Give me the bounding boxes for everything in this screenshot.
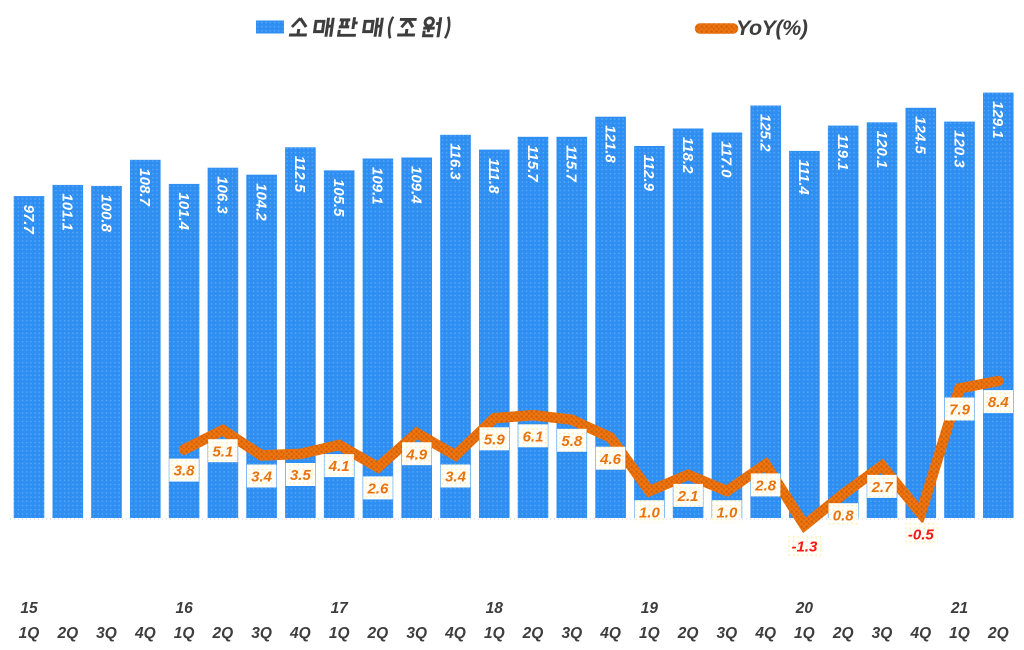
svg-text:3Q: 3Q — [872, 625, 893, 642]
svg-text:5.8: 5.8 — [561, 433, 583, 450]
svg-text:18: 18 — [486, 600, 504, 617]
svg-text:1Q: 1Q — [484, 625, 505, 642]
svg-text:120.1: 120.1 — [873, 131, 890, 169]
svg-text:100.8: 100.8 — [97, 194, 114, 232]
svg-text:2Q: 2Q — [56, 625, 78, 642]
svg-text:3Q: 3Q — [96, 625, 117, 642]
svg-text:115.7: 115.7 — [563, 145, 580, 182]
svg-text:2Q: 2Q — [987, 625, 1009, 642]
svg-text:3Q: 3Q — [717, 625, 738, 642]
svg-text:112.5: 112.5 — [291, 156, 308, 193]
svg-text:115.7: 115.7 — [524, 145, 541, 182]
svg-text:6.1: 6.1 — [523, 428, 544, 445]
svg-text:3Q: 3Q — [251, 625, 272, 642]
svg-text:3Q: 3Q — [406, 625, 427, 642]
svg-text:4Q: 4Q — [134, 625, 156, 642]
svg-text:1Q: 1Q — [174, 625, 195, 642]
svg-text:2.8: 2.8 — [754, 478, 777, 495]
svg-text:-0.5: -0.5 — [908, 527, 935, 544]
svg-text:2Q: 2Q — [832, 625, 854, 642]
svg-text:120.3: 120.3 — [950, 130, 967, 168]
svg-text:3.4: 3.4 — [251, 469, 273, 486]
svg-text:5.9: 5.9 — [484, 431, 506, 448]
svg-text:118.2: 118.2 — [679, 137, 696, 174]
svg-text:15: 15 — [20, 600, 38, 617]
svg-text:106.3: 106.3 — [214, 176, 231, 214]
svg-text:20: 20 — [795, 600, 814, 617]
svg-text:1.0: 1.0 — [639, 504, 661, 521]
svg-text:3.8: 3.8 — [174, 463, 196, 480]
svg-text:5.1: 5.1 — [212, 443, 233, 460]
svg-text:112.9: 112.9 — [640, 155, 657, 192]
svg-text:116.3: 116.3 — [446, 143, 463, 180]
svg-text:3Q: 3Q — [561, 625, 582, 642]
svg-text:109.1: 109.1 — [369, 167, 386, 205]
svg-text:1Q: 1Q — [949, 625, 970, 642]
svg-text:8.4: 8.4 — [988, 394, 1010, 411]
svg-text:4Q: 4Q — [599, 625, 621, 642]
svg-text:124.5: 124.5 — [912, 116, 929, 154]
svg-text:119.1: 119.1 — [834, 134, 851, 170]
svg-text:3.5: 3.5 — [290, 467, 312, 484]
svg-text:2Q: 2Q — [677, 625, 699, 642]
svg-text:YoY(%): YoY(%) — [736, 16, 808, 40]
svg-text:109.4: 109.4 — [408, 166, 425, 204]
svg-text:4Q: 4Q — [289, 625, 311, 642]
svg-text:3.4: 3.4 — [445, 469, 467, 486]
svg-text:2Q: 2Q — [367, 625, 389, 642]
svg-text:2Q: 2Q — [522, 625, 544, 642]
svg-text:2Q: 2Q — [212, 625, 234, 642]
svg-text:2.6: 2.6 — [366, 481, 389, 498]
svg-text:16: 16 — [175, 600, 193, 617]
svg-text:104.2: 104.2 — [252, 183, 269, 221]
svg-text:4.1: 4.1 — [328, 458, 350, 475]
svg-text:105.5: 105.5 — [330, 179, 347, 217]
svg-text:101.4: 101.4 — [175, 192, 192, 230]
svg-text:129.1: 129.1 — [989, 101, 1006, 139]
svg-text:7.9: 7.9 — [949, 402, 971, 419]
svg-text:1Q: 1Q — [19, 625, 40, 642]
svg-text:4.6: 4.6 — [599, 451, 622, 468]
svg-text:0.8: 0.8 — [833, 507, 855, 524]
svg-text:111.8: 111.8 — [485, 158, 502, 194]
svg-text:117.0: 117.0 — [718, 141, 735, 178]
svg-text:21: 21 — [950, 600, 968, 617]
svg-text:2.7: 2.7 — [871, 479, 894, 496]
svg-text:1Q: 1Q — [794, 625, 815, 642]
svg-text:4.9: 4.9 — [405, 446, 428, 463]
svg-text:1Q: 1Q — [329, 625, 350, 642]
svg-text:111.4: 111.4 — [795, 159, 812, 195]
svg-text:-1.3: -1.3 — [791, 539, 818, 556]
svg-text:2.1: 2.1 — [677, 488, 699, 505]
svg-text:1Q: 1Q — [639, 625, 660, 642]
svg-text:108.7: 108.7 — [136, 168, 153, 206]
svg-text:101.1: 101.1 — [59, 193, 76, 231]
svg-text:121.8: 121.8 — [601, 125, 618, 163]
svg-text:1.0: 1.0 — [716, 504, 738, 521]
svg-text:4Q: 4Q — [754, 625, 776, 642]
svg-text:4Q: 4Q — [909, 625, 931, 642]
svg-text:4Q: 4Q — [444, 625, 466, 642]
svg-text:125.2: 125.2 — [757, 114, 774, 152]
svg-text:17: 17 — [331, 600, 350, 617]
svg-text:97.7: 97.7 — [20, 205, 37, 235]
svg-text:19: 19 — [641, 600, 659, 617]
